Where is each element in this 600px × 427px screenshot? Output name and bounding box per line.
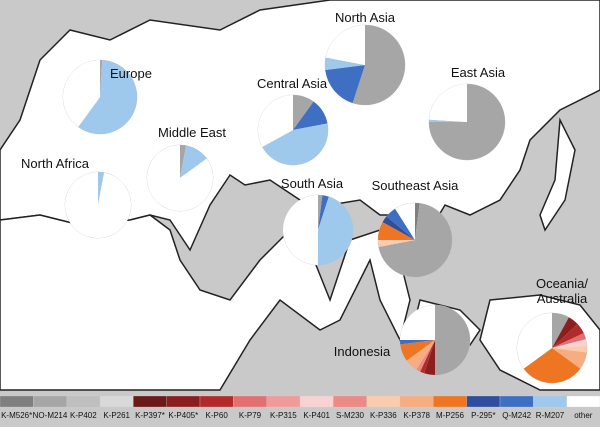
pie-slice xyxy=(400,340,435,361)
pie-slice xyxy=(180,145,207,178)
pie-slice xyxy=(552,345,587,353)
pie-slice xyxy=(552,339,587,348)
region-label: South Asia xyxy=(281,176,344,191)
pie-slice xyxy=(98,172,105,205)
pie-slice xyxy=(523,348,581,384)
pie-slice xyxy=(318,195,323,230)
legend-label: K-P401 xyxy=(303,411,330,420)
pie-slice xyxy=(382,216,415,240)
pie-slice xyxy=(552,317,578,348)
pie-slice xyxy=(318,196,353,265)
legend-swatch xyxy=(33,395,67,408)
legend-swatch xyxy=(0,395,34,408)
region-label: North Africa xyxy=(21,156,90,171)
region-label: Oceania/Australia xyxy=(536,276,588,306)
legend-label: K-M526* xyxy=(1,411,32,420)
pie-slice xyxy=(283,195,318,265)
legend-label: R-M207 xyxy=(536,411,565,420)
legend-swatch xyxy=(433,395,467,408)
pie-slice xyxy=(318,195,329,230)
pie-slice xyxy=(324,57,365,71)
legend-label: M-P256 xyxy=(436,411,465,420)
pie-slice xyxy=(406,340,435,370)
legend-label: K-P378 xyxy=(403,411,430,420)
pie-slice xyxy=(325,65,365,104)
region-label: Central Asia xyxy=(257,76,328,91)
pie-slice xyxy=(62,60,100,127)
legend-swatch xyxy=(333,395,367,408)
legend-label: K-P60 xyxy=(206,411,229,420)
pie-slice xyxy=(325,25,365,65)
legend-swatch xyxy=(466,395,501,408)
pie-slice xyxy=(386,208,415,240)
pie-slice xyxy=(435,305,470,375)
region-label: North Asia xyxy=(335,10,396,25)
pie-slice xyxy=(429,84,467,122)
pie-slice xyxy=(552,324,584,348)
legend-swatch xyxy=(299,395,334,408)
pie-slice xyxy=(293,101,328,130)
pie-slice xyxy=(378,222,415,240)
pie-slice xyxy=(429,119,467,122)
pie-slice xyxy=(400,340,435,345)
pie-slice xyxy=(293,95,314,130)
legend-swatch xyxy=(266,395,301,408)
legend-label: K-P402 xyxy=(70,411,97,420)
legend-label: K-P261 xyxy=(103,411,130,420)
legend-swatch xyxy=(199,395,234,408)
legend-swatch xyxy=(66,395,101,408)
pie-slice xyxy=(262,123,328,166)
legend-label: Q-M242 xyxy=(502,411,531,420)
pie-slice xyxy=(78,60,137,134)
legend-label: K-P405* xyxy=(168,411,198,420)
legend-swatch xyxy=(533,395,567,408)
pie-slice xyxy=(65,172,132,238)
pie-slice xyxy=(400,305,435,340)
legend-swatch xyxy=(566,395,600,408)
pie-slice xyxy=(415,203,420,240)
legend-swatch xyxy=(133,395,167,408)
pie-slice xyxy=(100,60,103,97)
pie-layer: Europe North Asia Central Asia East Asia Mid… xyxy=(21,10,588,384)
region-label: Indonesia xyxy=(334,344,391,359)
legend-label: K-P315 xyxy=(270,411,297,420)
pie-slice xyxy=(424,340,435,375)
legend-swatch xyxy=(99,395,134,408)
legend: K-M526* NO-M214 K-P402 K-P261 K-P397* K-P405*… xyxy=(0,395,600,420)
legend-swatch xyxy=(499,395,534,408)
pie-slice xyxy=(416,340,435,372)
region-label: Southeast Asia xyxy=(372,178,459,193)
legend-label: K-P79 xyxy=(239,411,262,420)
legend-label: S-M230 xyxy=(336,411,365,420)
legend-label: other xyxy=(574,411,593,420)
pie-slice xyxy=(257,95,293,147)
pie-slice xyxy=(352,25,405,105)
region-label: Europe xyxy=(110,66,152,81)
pie-slice xyxy=(180,145,187,178)
pie-slice xyxy=(517,313,552,369)
legend-label: K-P397* xyxy=(135,411,165,420)
legend-swatch xyxy=(399,395,434,408)
pie-slice xyxy=(552,333,586,348)
region-label: East Asia xyxy=(451,65,506,80)
legend-label: NO-M214 xyxy=(33,411,68,420)
legend-label: P-295* xyxy=(471,411,495,420)
legend-swatch xyxy=(166,395,201,408)
pie-slice xyxy=(420,340,435,374)
region-label: Middle East xyxy=(158,125,226,140)
legend-swatch xyxy=(233,395,267,408)
pie-slice xyxy=(378,240,415,247)
pie-slice xyxy=(378,203,452,277)
pie-slice xyxy=(552,348,587,369)
pie-slice xyxy=(552,313,569,348)
pie-slice xyxy=(395,203,415,240)
pie-slice xyxy=(147,145,213,211)
legend-label: K-P336 xyxy=(370,411,397,420)
legend-swatch xyxy=(366,395,401,408)
